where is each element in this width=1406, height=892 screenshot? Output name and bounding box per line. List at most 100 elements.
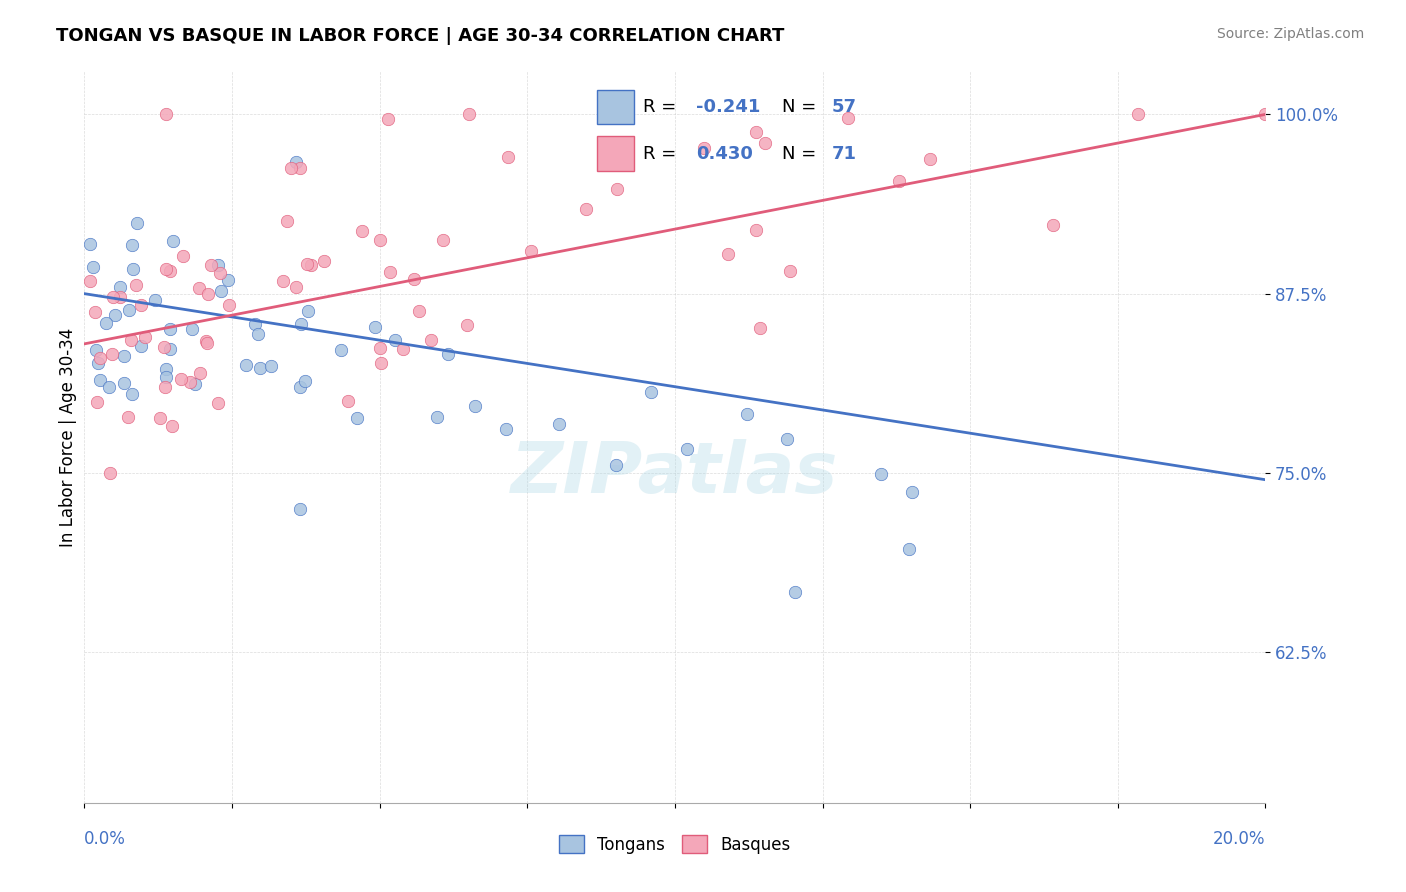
Point [869, 467, 891, 481]
Text: N =: N = [782, 98, 823, 116]
Point [243, 317, 266, 331]
Point [288, 380, 311, 394]
Point [370, 233, 392, 247]
Bar [596, 90, 634, 124]
Point [181, 322, 204, 336]
Point [89, 351, 111, 366]
Text: 20.0%: 20.0% [1213, 830, 1265, 847]
Point [640, 385, 662, 400]
Point [785, 584, 807, 599]
Point [134, 330, 156, 344]
Point [195, 334, 218, 348]
Point [195, 335, 218, 350]
Text: N =: N = [782, 145, 823, 163]
Text: 57: 57 [832, 98, 856, 116]
Point [458, 107, 481, 121]
Point [179, 375, 201, 389]
Text: 71: 71 [832, 145, 856, 163]
Point [208, 266, 231, 280]
Point [98, 466, 121, 480]
Point [96, 316, 118, 330]
Point [108, 290, 131, 304]
Point [155, 362, 177, 376]
Point [312, 253, 335, 268]
Point [285, 155, 308, 169]
Point [285, 280, 308, 294]
Point [103, 290, 125, 304]
Point [249, 361, 271, 376]
Point [735, 407, 758, 421]
Point [1126, 107, 1149, 121]
Point [149, 411, 172, 425]
Point [337, 394, 360, 409]
Text: TONGAN VS BASQUE IN LABOR FORCE | AGE 30-34 CORRELATION CHART: TONGAN VS BASQUE IN LABOR FORCE | AGE 30… [56, 27, 785, 45]
Point [84, 305, 107, 319]
Point [575, 202, 598, 217]
Point [129, 339, 152, 353]
Point [162, 418, 184, 433]
Point [87, 356, 110, 370]
Point [368, 341, 391, 355]
Bar [596, 136, 634, 170]
Text: Source: ZipAtlas.com: Source: ZipAtlas.com [1216, 27, 1364, 41]
Point [402, 272, 425, 286]
Point [496, 150, 519, 164]
Point [129, 298, 152, 312]
Point [380, 265, 402, 279]
Point [218, 298, 240, 312]
Point [392, 343, 415, 357]
Point [200, 258, 222, 272]
Point [918, 152, 941, 166]
Point [408, 304, 430, 318]
Point [197, 287, 219, 301]
Point [143, 293, 166, 307]
Point [901, 484, 924, 499]
Point [779, 263, 801, 277]
Point [693, 141, 716, 155]
Point [276, 214, 298, 228]
Point [79, 237, 101, 252]
Point [754, 136, 776, 150]
Point [120, 334, 142, 348]
Point [217, 273, 239, 287]
Point [297, 304, 319, 318]
Point [207, 258, 229, 272]
Text: 0.430: 0.430 [696, 145, 752, 163]
Point [207, 396, 229, 410]
Y-axis label: In Labor Force | Age 30-34: In Labor Force | Age 30-34 [59, 327, 77, 547]
Point [749, 321, 772, 335]
Point [1254, 107, 1277, 121]
Point [86, 395, 108, 409]
Point [209, 284, 232, 298]
Point [84, 343, 107, 357]
Point [745, 223, 768, 237]
Point [280, 161, 302, 175]
Point [745, 125, 768, 139]
Point [117, 410, 139, 425]
Point [520, 244, 543, 259]
Point [260, 359, 283, 373]
Point [717, 246, 740, 260]
Point [548, 417, 571, 432]
Point [299, 258, 322, 272]
Point [436, 347, 458, 361]
Point [352, 224, 374, 238]
Point [170, 372, 193, 386]
Point [290, 161, 312, 175]
Point [432, 233, 454, 247]
Point [235, 358, 257, 372]
Point [153, 340, 176, 354]
Point [246, 327, 269, 342]
Point [172, 248, 194, 262]
Point [104, 308, 127, 322]
Point [288, 501, 311, 516]
Point [329, 343, 352, 358]
Point [125, 277, 148, 292]
Point [364, 320, 387, 334]
Point [464, 400, 486, 414]
Point [155, 370, 177, 384]
Point [837, 111, 859, 125]
Point [187, 281, 209, 295]
Point [155, 107, 177, 121]
Point [117, 303, 139, 318]
